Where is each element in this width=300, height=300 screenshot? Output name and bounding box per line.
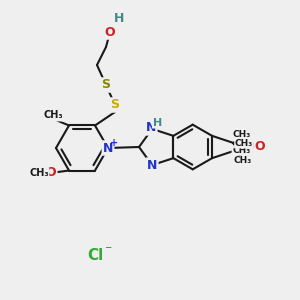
Text: CH₃: CH₃ (235, 139, 253, 148)
Text: S: S (110, 98, 119, 112)
Text: CH₃: CH₃ (29, 167, 49, 178)
Text: O: O (254, 140, 265, 154)
Text: O: O (46, 166, 56, 179)
Text: CH₃: CH₃ (232, 146, 250, 155)
Text: CH₃: CH₃ (232, 130, 251, 139)
Text: S: S (101, 79, 110, 92)
Text: N: N (103, 142, 113, 154)
Text: CH₃: CH₃ (233, 156, 251, 165)
Text: N: N (147, 159, 157, 172)
Text: ⁻: ⁻ (104, 243, 112, 257)
Text: H: H (114, 11, 124, 25)
Text: N: N (146, 122, 156, 134)
Text: +: + (110, 138, 118, 148)
Text: CH₃: CH₃ (43, 110, 63, 121)
Text: O: O (105, 26, 115, 38)
Text: Cl: Cl (87, 248, 103, 262)
Text: H: H (152, 118, 162, 128)
